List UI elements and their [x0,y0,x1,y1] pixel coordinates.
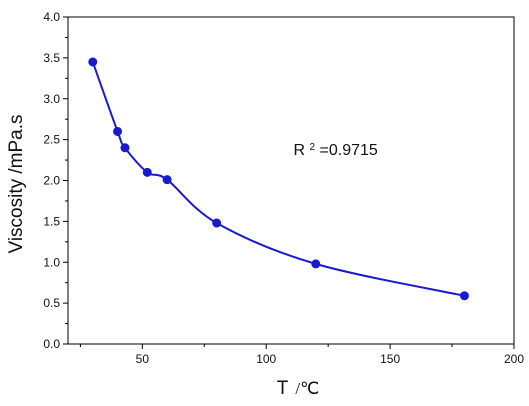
data-point [311,259,321,269]
y-tick-label: 3.0 [43,92,60,106]
data-point [120,143,130,153]
series-layer [88,57,469,301]
y-tick-label: 3.5 [43,51,60,65]
y-tick-label: 1.0 [43,255,60,269]
x-axis-ticks: 50 100 150 200 [79,344,524,366]
series-line [91,61,465,297]
x-tick-label: 150 [380,352,400,366]
data-point [113,126,123,136]
r-squared-sup: 2 [309,142,315,153]
data-point [88,57,98,67]
y-tick-label: 1.5 [43,214,60,228]
data-point [142,167,152,177]
plot-frame [67,16,515,345]
y-tick-label: 2.5 [43,133,60,147]
x-tick-label: 50 [136,352,150,366]
y-tick-label: 2.0 [43,174,60,188]
y-tick-label: 0.0 [43,337,60,351]
x-tick-label: 100 [256,352,276,366]
x-axis-label-symbol: T [277,378,289,399]
data-point [162,175,172,185]
x-axis-label: T /℃ [277,378,319,399]
r-squared-annotation: R 2 =0.9715 [293,142,377,160]
y-tick-label: 4.0 [43,10,60,24]
r-squared-value: =0.9715 [320,142,378,159]
data-point [459,291,469,301]
data-point [212,218,222,228]
r-squared-base: R [293,142,305,159]
x-axis-label-unit: /℃ [295,379,319,398]
y-axis-label: Viscosity /mPa.s [6,114,27,253]
plot-border [67,16,515,345]
x-tick-label: 200 [504,352,524,366]
y-tick-label: 0.5 [43,296,60,310]
y-axis-ticks: 0.0 0.5 1.0 1.5 2.0 2.5 3.0 3.5 4.0 [43,10,68,351]
